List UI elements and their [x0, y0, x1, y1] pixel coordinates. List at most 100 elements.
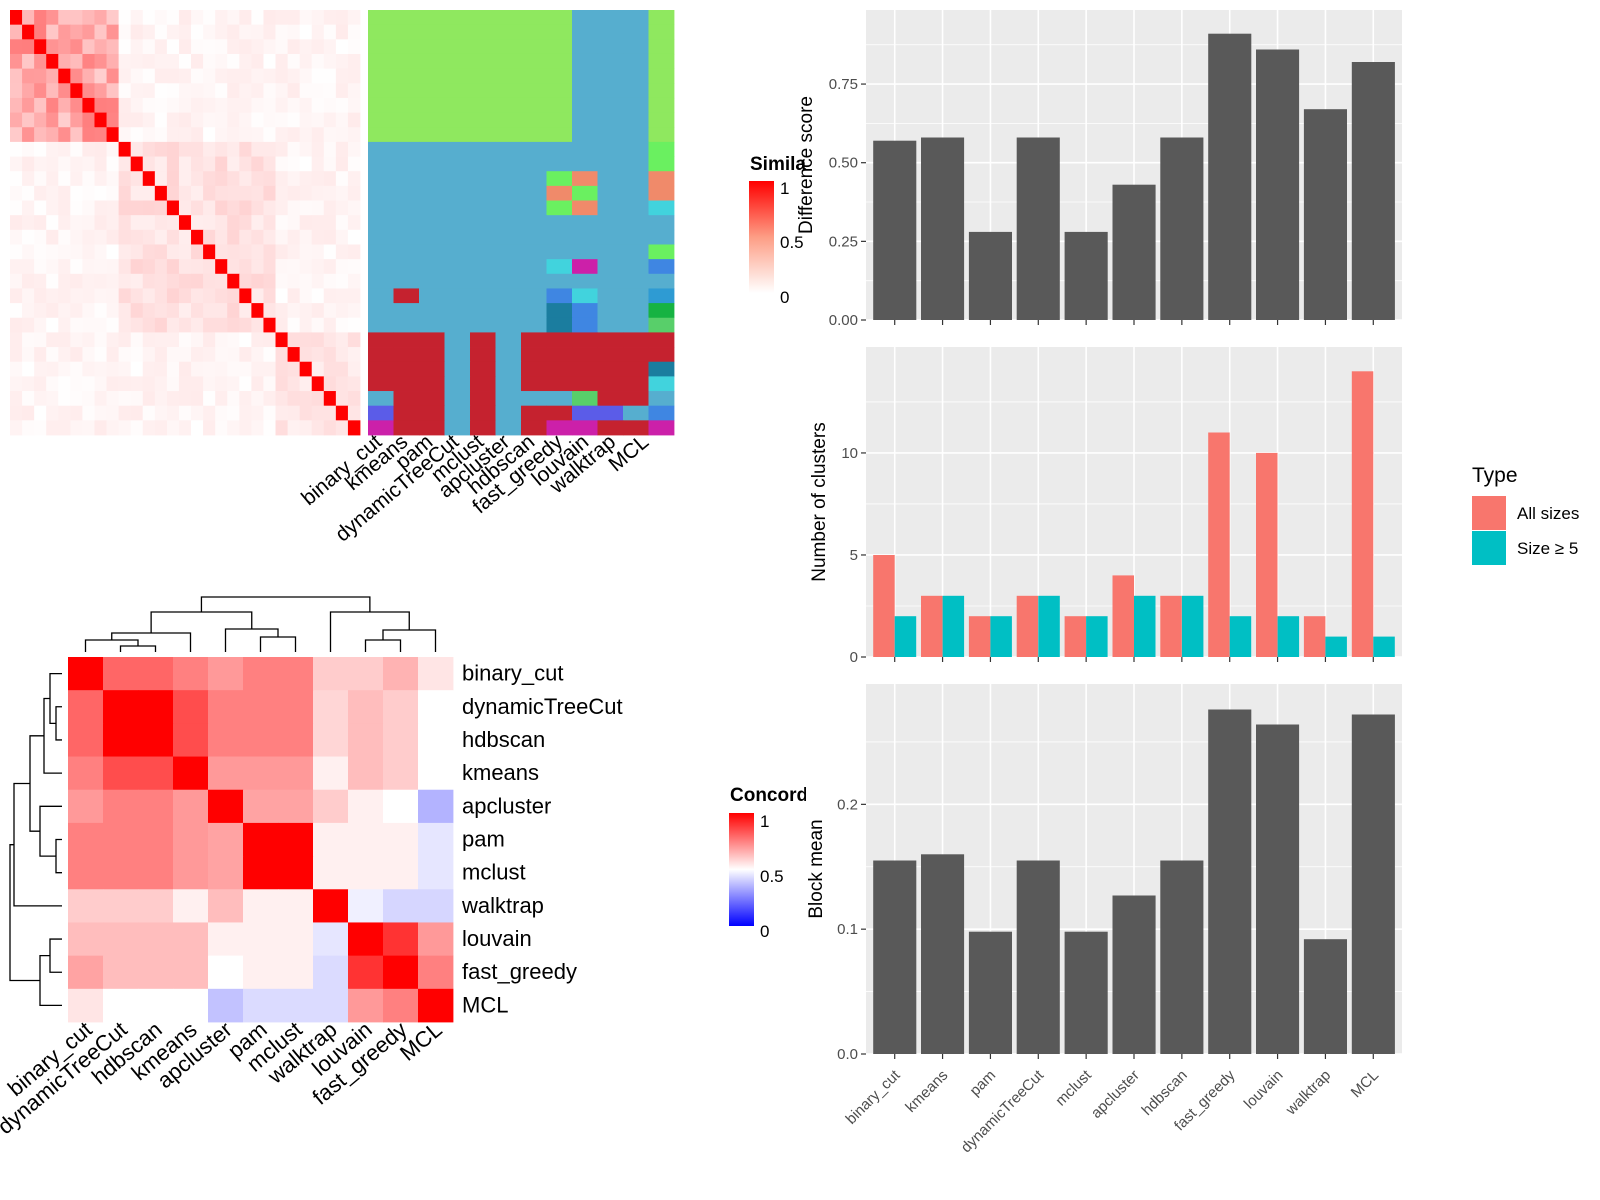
similarity-cell: [142, 24, 156, 40]
similarity-cell: [335, 361, 349, 377]
similarity-cell: [299, 361, 313, 377]
membership-cell: [368, 127, 394, 143]
concordance-cell: [103, 988, 139, 1023]
concordance-cell: [278, 988, 314, 1023]
similarity-cell: [106, 53, 120, 70]
similarity-cell: [287, 376, 301, 392]
similarity-cell: [275, 171, 288, 187]
similarity-cell: [166, 83, 180, 99]
similarity-cell: [34, 420, 47, 436]
bar-all-sizes: [1016, 595, 1039, 657]
similarity-cell: [287, 171, 301, 187]
similarity-cell: [106, 39, 120, 55]
membership-cell: [521, 332, 547, 348]
difference-score-panel: 0.00 0.25 0.50 0.75 Difference score: [796, 10, 1402, 329]
similarity-cell: [178, 156, 192, 172]
similarity-cell: [130, 391, 144, 407]
membership-cell: [546, 229, 573, 245]
membership-cell: [648, 361, 675, 377]
similarity-cell: [142, 171, 156, 187]
membership-cell: [648, 24, 675, 40]
membership-cell: [597, 361, 624, 377]
similarity-cell: [154, 171, 168, 187]
concordance-cell: [138, 789, 174, 824]
concordance-cell: [208, 988, 244, 1023]
concordance-row-label: kmeans: [462, 760, 539, 785]
similarity-cell: [10, 39, 23, 55]
similarity-cell: [323, 24, 337, 40]
similarity-cell: [178, 39, 192, 55]
similarity-cell: [191, 68, 204, 84]
y-tick-label: 0.25: [829, 233, 858, 250]
concordance-cell: [348, 955, 384, 990]
concordance-cell: [173, 789, 209, 824]
similarity-cell: [34, 391, 47, 407]
membership-cell: [546, 171, 573, 187]
similarity-cell: [275, 112, 288, 128]
similarity-cell: [94, 141, 107, 157]
membership-cell: [419, 97, 445, 113]
similarity-cell: [142, 288, 156, 304]
similarity-cell: [22, 229, 35, 245]
membership-cell: [393, 39, 420, 55]
membership-cell: [470, 53, 496, 70]
concordance-cell: [383, 889, 419, 923]
y-axis-title: Difference score: [796, 96, 817, 234]
concordance-cell: [68, 690, 104, 724]
membership-cell: [368, 53, 394, 70]
bar: [1256, 724, 1300, 1054]
similarity-cell: [106, 376, 120, 392]
similarity-cell: [178, 53, 192, 70]
x-tick-label: binary_cut: [843, 1066, 905, 1128]
membership-cell: [546, 83, 573, 99]
similarity-cell: [311, 171, 325, 187]
concordance-cell: [383, 657, 419, 691]
bar: [1303, 109, 1347, 320]
bar-all-sizes: [921, 595, 943, 657]
concordance-cell: [103, 922, 139, 957]
similarity-cell: [118, 200, 132, 216]
similarity-cell: [166, 376, 180, 392]
similarity-cell: [106, 200, 120, 216]
similarity-cell: [299, 24, 313, 40]
similarity-cell: [263, 156, 276, 172]
y-tick-label: 0.75: [829, 76, 858, 93]
membership-cell: [623, 288, 649, 304]
membership-cell: [495, 68, 522, 84]
similarity-cell: [311, 229, 325, 245]
similarity-cell: [215, 24, 228, 40]
similarity-cell: [203, 24, 216, 40]
similarity-cell: [299, 420, 313, 436]
similarity-cell: [70, 112, 83, 128]
similarity-cell: [106, 127, 120, 143]
similarity-cell: [10, 361, 23, 377]
similarity-cell: [191, 273, 204, 289]
similarity-cell: [311, 156, 325, 172]
similarity-cell: [347, 39, 361, 55]
similarity-cell: [22, 259, 35, 275]
similarity-cell: [287, 200, 301, 216]
similarity-cell: [191, 259, 204, 275]
membership-cell: [623, 171, 649, 187]
membership-cell: [597, 200, 624, 216]
membership-cell: [495, 97, 522, 113]
similarity-cell: [227, 112, 240, 128]
similarity-cell: [251, 39, 264, 55]
membership-cell: [648, 273, 675, 289]
dendrogram-branch: [382, 629, 437, 652]
similarity-cell: [166, 39, 180, 55]
similarity-cell: [227, 39, 240, 55]
membership-cell: [572, 244, 598, 260]
similarity-cell: [251, 391, 264, 407]
similarity-cell: [118, 24, 132, 40]
similarity-cell: [58, 53, 71, 70]
similarity-cell: [154, 332, 168, 348]
membership-cell: [444, 229, 471, 245]
membership-cell: [495, 288, 522, 304]
membership-cell: [368, 273, 394, 289]
similarity-cell: [166, 171, 180, 187]
membership-cell: [393, 420, 420, 436]
similarity-cell: [191, 185, 204, 201]
bar-size5: [1038, 595, 1060, 657]
similarity-cell: [191, 303, 204, 319]
